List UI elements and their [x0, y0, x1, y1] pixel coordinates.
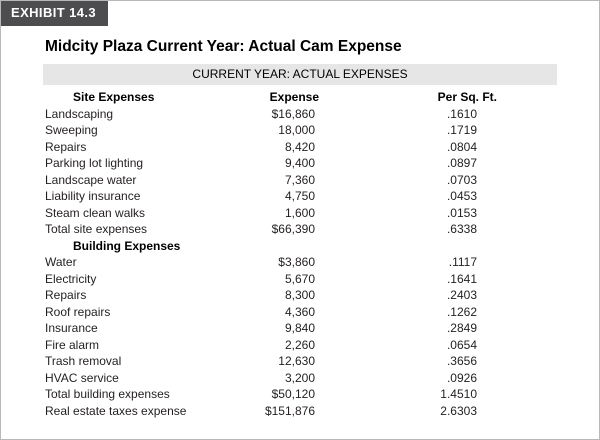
column-header-per-sq-ft: Per Sq. Ft.: [437, 90, 497, 104]
table-row: Repairs 8,300 .2403: [43, 287, 557, 304]
table-row: Total site expenses $66,390 .6338: [43, 221, 557, 238]
row-expense: 2,260: [284, 337, 315, 352]
row-per-sq-ft: 1.4510: [440, 387, 477, 401]
row-per-sq-ft: .1262: [446, 304, 477, 319]
table-row: Sweeping 18,000 .1719: [43, 122, 557, 139]
row-label: Sweeping: [45, 123, 98, 137]
row-label: Insurance: [45, 321, 98, 335]
row-label: Roof repairs: [45, 304, 111, 319]
row-label: Steam clean walks: [45, 205, 146, 220]
table-row: Repairs 8,420 .0804: [43, 139, 557, 156]
table-row: Roof repairs 4,360 .1262: [43, 304, 557, 321]
row-expense: $16,860: [271, 106, 315, 121]
table-row: Real estate taxes expense $151,876 2.6303: [43, 403, 557, 420]
row-per-sq-ft: .0804: [446, 139, 477, 154]
site-expense-rows: Landscaping $16,860 .1610 Sweeping 18,000 .17…: [43, 106, 557, 238]
building-expenses-heading-row: Building Expenses: [43, 238, 557, 255]
row-expense: 8,420: [284, 139, 315, 154]
row-expense: 7,360: [284, 172, 315, 187]
section-band: CURRENT YEAR: ACTUAL EXPENSES: [43, 64, 557, 85]
row-per-sq-ft: .1610: [446, 106, 477, 121]
table-row: Water $3,860 .1117: [43, 254, 557, 271]
table-row: Fire alarm 2,260 .0654: [43, 337, 557, 354]
row-label: Liability insurance: [45, 189, 141, 203]
row-per-sq-ft: .0153: [446, 205, 477, 220]
row-per-sq-ft: .2403: [446, 288, 477, 302]
table-row: Liability insurance 4,750 .0453: [43, 188, 557, 205]
row-expense: 9,840: [284, 321, 315, 335]
row-label: Fire alarm: [45, 337, 100, 352]
row-per-sq-ft: .1641: [446, 271, 477, 286]
row-expense: 1,600: [284, 205, 315, 220]
row-expense: 4,360: [284, 304, 315, 319]
row-label: Repairs: [45, 288, 87, 302]
row-expense: 8,300: [284, 288, 315, 302]
row-label: HVAC service: [45, 370, 119, 385]
row-per-sq-ft: .2849: [446, 321, 477, 335]
table-row: Insurance 9,840 .2849: [43, 320, 557, 337]
row-label: Trash removal: [45, 354, 122, 368]
row-expense: 12,630: [278, 354, 315, 368]
row-label: Water: [45, 255, 77, 269]
table-row: Trash removal 12,630 .3656: [43, 353, 557, 370]
row-per-sq-ft: .1117: [448, 255, 477, 269]
table-row: Electricity 5,670 .1641: [43, 271, 557, 288]
table-row: HVAC service 3,200 .0926: [43, 370, 557, 387]
row-per-sq-ft: .0897: [446, 156, 477, 170]
row-per-sq-ft: .0453: [446, 189, 477, 203]
row-expense: 9,400: [284, 156, 315, 170]
row-label: Electricity: [45, 271, 97, 286]
row-label: Total site expenses: [45, 222, 148, 236]
row-expense: $50,120: [271, 387, 315, 401]
table-row: Landscaping $16,860 .1610: [43, 106, 557, 123]
row-label: Landscape water: [45, 172, 137, 187]
column-header-expense: Expense: [269, 90, 319, 104]
table-row: Parking lot lighting 9,400 .0897: [43, 155, 557, 172]
expense-table: Site Expenses Expense Per Sq. Ft. Landsc…: [43, 89, 557, 419]
row-per-sq-ft: .0703: [446, 172, 477, 187]
row-expense: 4,750: [284, 189, 315, 203]
row-expense: 3,200: [284, 370, 315, 385]
table-row: Total building expenses $50,120 1.4510: [43, 386, 557, 403]
row-per-sq-ft: .0926: [446, 370, 477, 385]
row-expense: 18,000: [278, 123, 315, 137]
row-per-sq-ft: .0654: [446, 337, 477, 352]
page-title: Midcity Plaza Current Year: Actual Cam E…: [45, 38, 402, 55]
row-expense: $3,860: [278, 255, 315, 269]
row-label: Total building expenses: [45, 387, 170, 401]
row-expense: 5,670: [284, 271, 315, 286]
row-per-sq-ft: .6338: [446, 222, 477, 236]
row-label: Real estate taxes expense: [45, 403, 187, 418]
table-row: Landscape water 7,360 .0703: [43, 172, 557, 189]
row-per-sq-ft: 2.6303: [440, 403, 477, 418]
row-expense: $151,876: [264, 403, 315, 418]
row-label: Repairs: [45, 139, 87, 154]
building-expense-rows: Water $3,860.1117 Electricity 5,670.1641 Rep…: [43, 254, 557, 419]
table-row: Steam clean walks 1,600 .0153: [43, 205, 557, 222]
row-label: Parking lot lighting: [45, 156, 144, 170]
column-header-site-expenses: Site Expenses: [73, 90, 155, 104]
row-expense: $66,390: [271, 222, 315, 236]
column-header-row: Site Expenses Expense Per Sq. Ft.: [43, 89, 557, 106]
row-per-sq-ft: .3656: [446, 354, 477, 368]
building-expenses-heading: Building Expenses: [73, 238, 181, 253]
exhibit-label: EXHIBIT 14.3: [1, 1, 108, 26]
row-label: Landscaping: [45, 106, 114, 121]
row-per-sq-ft: .1719: [446, 123, 477, 137]
